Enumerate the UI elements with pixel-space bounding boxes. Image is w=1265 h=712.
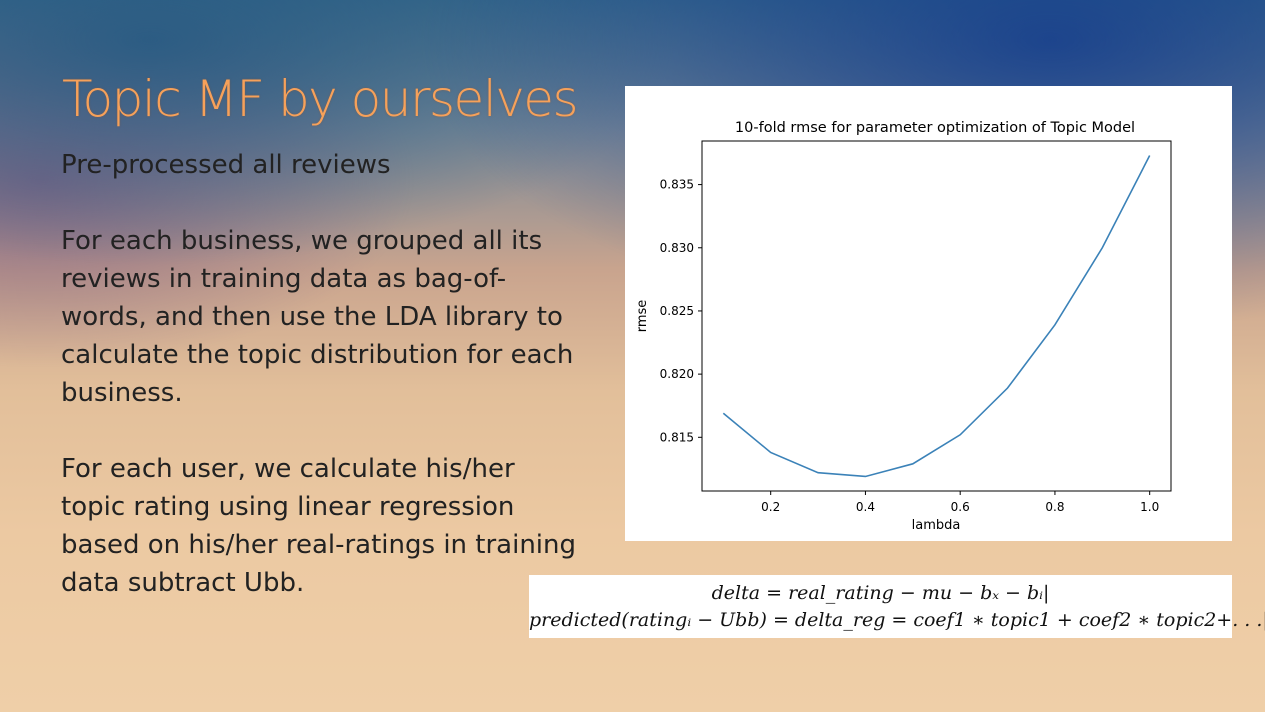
x-axis-label: lambda — [912, 518, 961, 533]
y-tick-label: 0.830 — [660, 241, 694, 255]
paragraph-business-topics: For each business, we grouped all its re… — [61, 226, 574, 408]
y-tick-label: 0.825 — [660, 304, 694, 318]
x-axis-ticks: 0.2 0.4 0.6 0.8 1.0 — [761, 491, 1159, 514]
plot-frame — [701, 140, 1172, 492]
formula-delta: delta = real_rating − mu − bₓ − bᵢ| — [711, 582, 1050, 604]
y-tick-label: 0.820 — [660, 367, 694, 381]
slide-title: Topic MF by ourselves — [62, 70, 579, 128]
x-tick-label: 1.0 — [1140, 500, 1159, 514]
rmse-line-chart: 10-fold rmse for parameter optimization … — [635, 120, 1172, 533]
rmse-series-line — [722, 155, 1151, 478]
y-tick-label: 0.835 — [660, 178, 694, 192]
formula-box: delta = real_rating − mu − bₓ − bᵢ| pred… — [529, 575, 1265, 638]
formula-prediction: predicted(ratingᵢ − Ubb) = delta_reg = c… — [529, 609, 1265, 631]
rmse-chart-panel: 10-fold rmse for parameter optimization … — [625, 86, 1232, 541]
x-tick-label: 0.6 — [951, 500, 970, 514]
y-axis-ticks: 0.815 0.820 0.825 0.830 0.835 — [660, 178, 702, 444]
paragraph-preprocessed: Pre-processed all reviews — [61, 150, 391, 180]
x-tick-label: 0.4 — [856, 500, 875, 514]
chart-title: 10-fold rmse for parameter optimization … — [735, 120, 1135, 136]
body-text: Pre-processed all reviews For each busin… — [61, 146, 581, 640]
paragraph-user-rating: For each user, we calculate his/her topi… — [61, 454, 577, 598]
y-tick-label: 0.815 — [660, 430, 694, 444]
y-axis-label: rmse — [635, 300, 650, 333]
x-tick-label: 0.2 — [761, 500, 780, 514]
x-tick-label: 0.8 — [1045, 500, 1064, 514]
